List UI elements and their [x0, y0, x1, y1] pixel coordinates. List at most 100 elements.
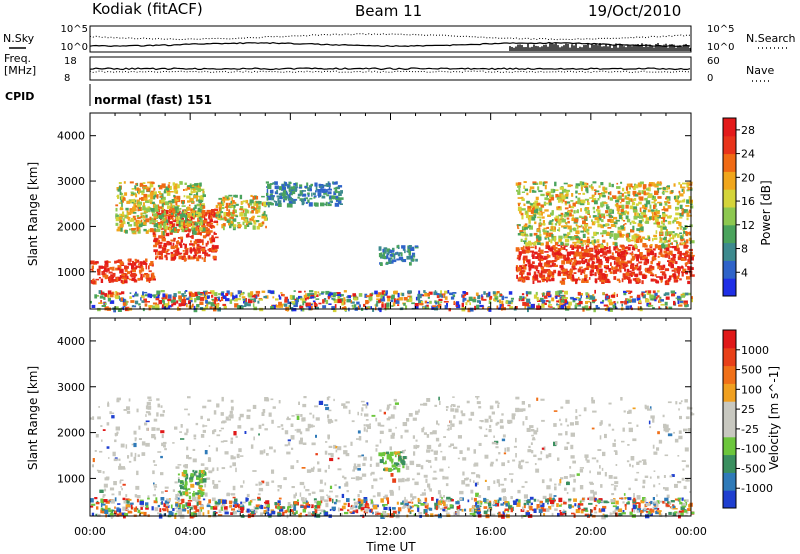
heatmap-cell	[568, 272, 573, 276]
heatmap-cell	[603, 304, 608, 307]
heatmap-cell	[198, 220, 202, 222]
heatmap-cell	[642, 462, 647, 465]
heatmap-cell	[145, 264, 147, 267]
heatmap-cell	[183, 294, 187, 297]
heatmap-cell	[608, 301, 614, 306]
heatmap-cell	[564, 222, 567, 224]
heatmap-cell	[255, 290, 261, 294]
heatmap-cell	[225, 416, 229, 421]
heatmap-cell	[649, 204, 652, 209]
heatmap-cell	[109, 300, 115, 304]
heatmap-cell	[444, 305, 447, 309]
heatmap-cell	[605, 210, 609, 214]
heatmap-cell	[150, 208, 155, 212]
heatmap-cell	[134, 494, 138, 498]
heatmap-cell	[124, 280, 128, 284]
heatmap-cell	[159, 215, 163, 220]
heatmap-cell	[386, 404, 390, 409]
heatmap-cell	[298, 290, 302, 293]
heatmap-cell	[290, 295, 295, 300]
heatmap-cell	[158, 256, 164, 260]
heatmap-cell	[515, 407, 520, 413]
heatmap-cell	[680, 235, 684, 240]
heatmap-cell	[323, 298, 327, 302]
heatmap-cell	[656, 263, 661, 266]
heatmap-cell	[594, 278, 597, 280]
heatmap-cell	[186, 446, 189, 451]
heatmap-cell	[126, 410, 131, 414]
heatmap-cell	[404, 429, 409, 433]
heatmap-cell	[634, 243, 637, 248]
heatmap-cell	[153, 484, 157, 486]
heatmap-cell	[166, 306, 171, 310]
heatmap-cell	[446, 428, 449, 431]
heatmap-cell	[659, 232, 663, 235]
heatmap-cell	[232, 200, 235, 204]
heatmap-cell	[482, 298, 487, 301]
heatmap-cell	[557, 272, 561, 276]
heatmap-cell	[598, 271, 603, 276]
heatmap-cell	[221, 291, 225, 293]
heatmap-cell	[195, 251, 199, 255]
heatmap-cell	[637, 192, 641, 196]
heatmap-cell	[326, 397, 330, 401]
heatmap-cell	[501, 413, 504, 416]
heatmap-cell	[591, 427, 595, 430]
heatmap-cell	[157, 403, 161, 408]
heatmap-cell	[147, 293, 151, 298]
heatmap-cell	[394, 298, 396, 303]
heatmap-cell	[216, 211, 220, 214]
heatmap-cell	[567, 232, 571, 236]
heatmap-cell	[328, 203, 332, 207]
heatmap-cell	[359, 304, 361, 308]
heatmap-cell	[560, 245, 563, 248]
heatmap-cell	[554, 218, 558, 222]
heatmap-cell	[564, 297, 568, 300]
heatmap-cell	[538, 240, 541, 243]
heatmap-cell	[202, 242, 204, 246]
heatmap-cell	[160, 430, 165, 434]
heatmap-cell	[379, 308, 382, 313]
heatmap-cell	[145, 214, 148, 218]
heatmap-cell	[591, 397, 594, 402]
heatmap-cell	[584, 215, 587, 220]
heatmap-cell	[207, 223, 211, 227]
heatmap-cell	[440, 290, 442, 295]
heatmap-cell	[683, 198, 686, 203]
heatmap-cell	[515, 182, 519, 186]
heatmap-cell	[575, 230, 580, 234]
heatmap-cell	[307, 194, 310, 197]
heatmap-cell	[209, 237, 213, 241]
heatmap-cell	[529, 425, 534, 429]
heatmap-cell	[642, 256, 645, 259]
heatmap-cell	[655, 208, 658, 212]
heatmap-cell	[234, 299, 238, 302]
heatmap-cell	[535, 291, 538, 296]
heatmap-cell	[182, 201, 185, 205]
heatmap-cell	[243, 300, 246, 304]
heatmap-cell	[546, 192, 550, 196]
heatmap-cell	[550, 188, 554, 194]
heatmap-cell	[564, 446, 568, 450]
heatmap-cell	[386, 295, 391, 299]
heatmap-cell	[153, 217, 157, 220]
heatmap-cell	[149, 221, 153, 225]
heatmap-cell	[499, 299, 501, 304]
heatmap-cell	[488, 307, 492, 312]
heatmap-cell	[526, 200, 530, 204]
heatmap-cell	[426, 301, 429, 304]
heatmap-cell	[138, 265, 142, 269]
heatmap-cell	[153, 418, 158, 422]
heatmap-cell	[134, 437, 137, 440]
heatmap-cell	[603, 190, 608, 194]
heatmap-cell	[216, 467, 219, 471]
heatmap-cell	[597, 216, 602, 221]
heatmap-cell	[541, 479, 545, 484]
heatmap-cell	[564, 243, 570, 246]
heatmap-cell	[641, 459, 646, 461]
nave-tick-top: 60	[707, 56, 720, 67]
heatmap-cell	[382, 252, 386, 256]
heatmap-cell	[548, 221, 552, 225]
heatmap-cell	[638, 190, 641, 194]
heatmap-cell	[589, 253, 594, 258]
